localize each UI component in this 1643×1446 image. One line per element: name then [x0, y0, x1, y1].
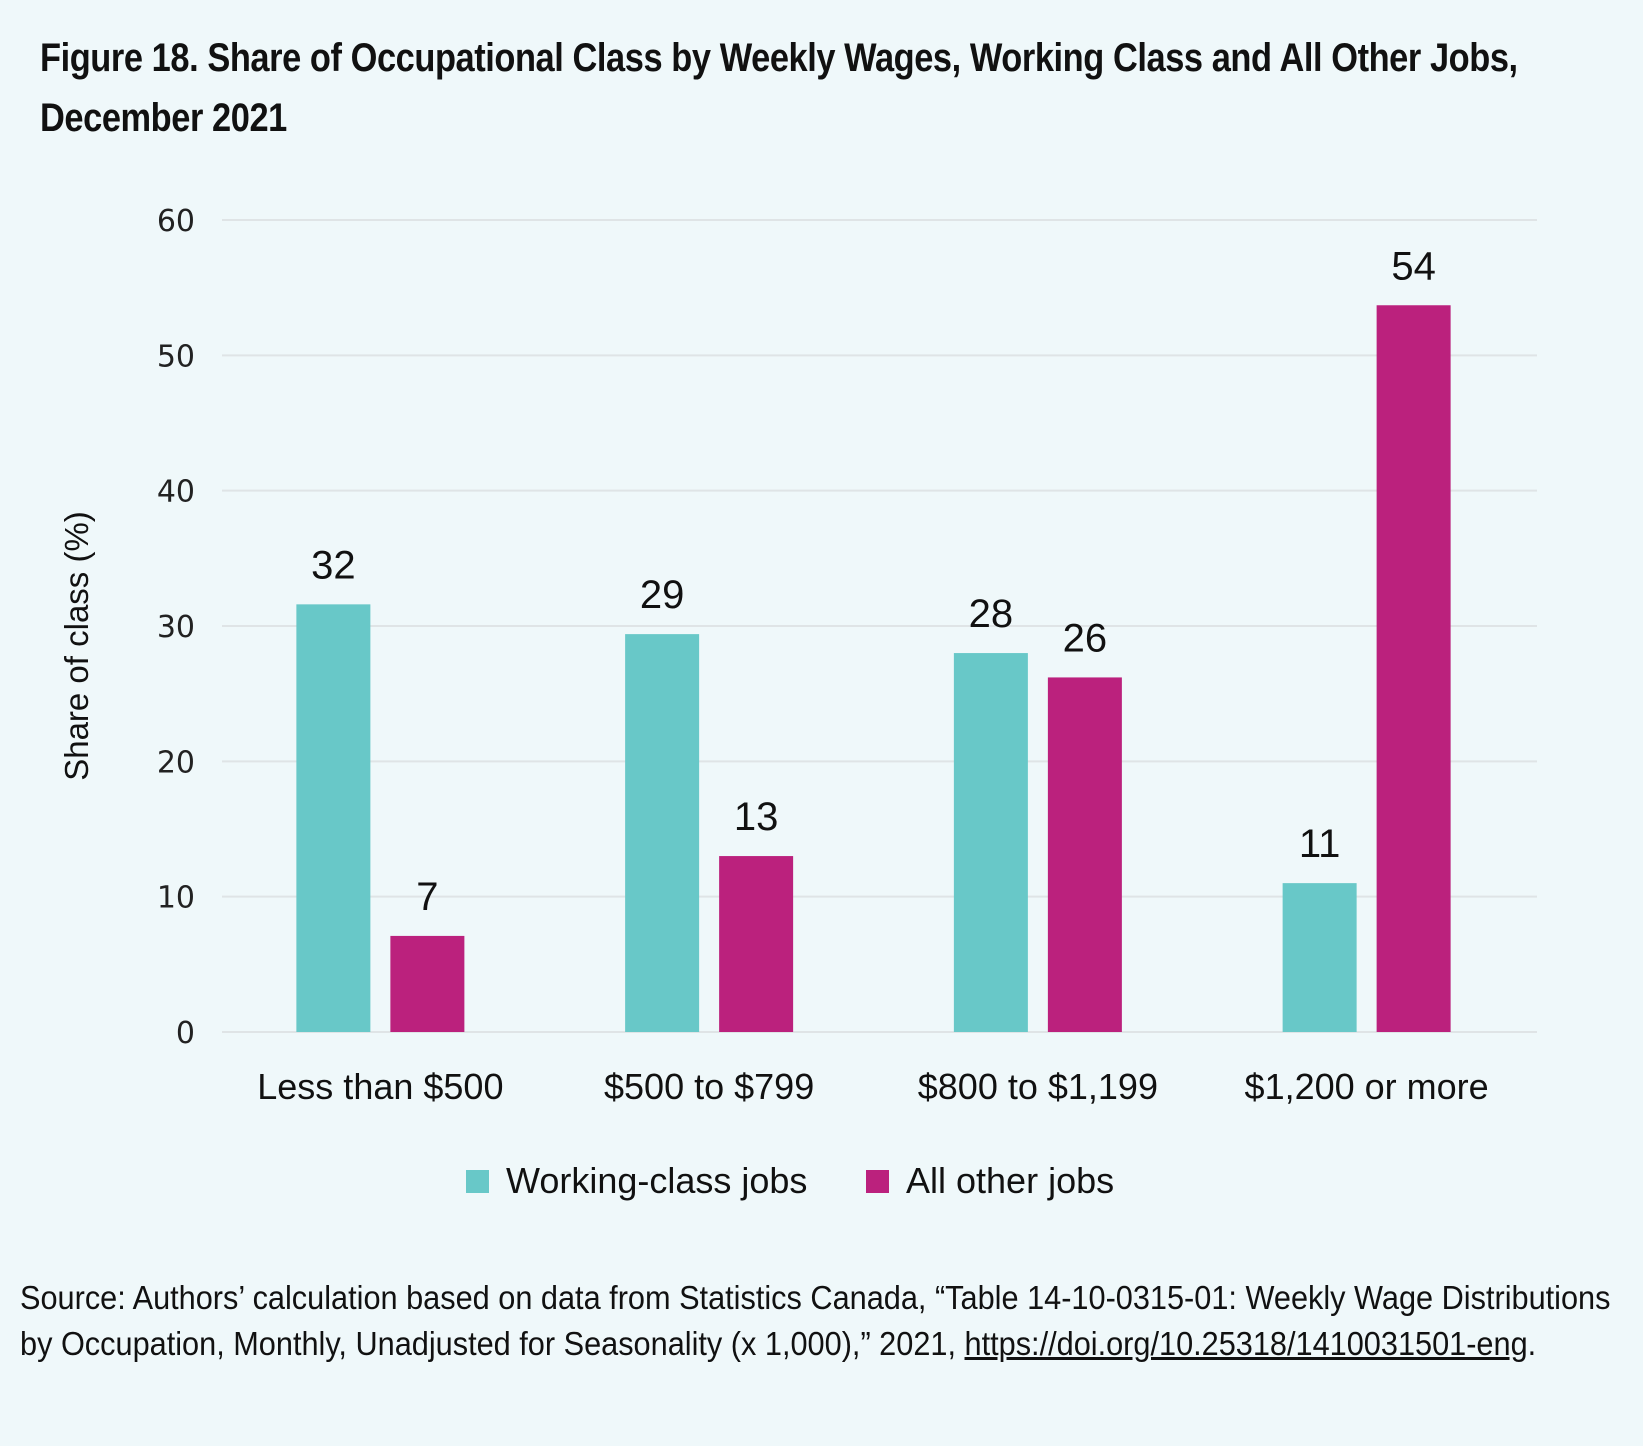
y-tick-label: 50	[157, 339, 195, 374]
bars	[296, 305, 1451, 1032]
data-label: 54	[1391, 244, 1436, 288]
bar-all-other-2	[1047, 677, 1122, 1032]
data-label: 32	[311, 543, 356, 587]
x-category-label: $500 to $799	[604, 1066, 814, 1107]
legend-swatch	[466, 1170, 489, 1193]
source-trailing: .	[1527, 1325, 1537, 1362]
bar-all-other-1	[719, 856, 794, 1032]
x-category-label: Less than $500	[257, 1066, 503, 1107]
bar-working-class-1	[625, 634, 700, 1032]
data-label: 28	[969, 592, 1014, 636]
source-link[interactable]: https://doi.org/10.25318/1410031501-eng	[964, 1325, 1528, 1362]
data-label: 7	[416, 875, 438, 919]
chart-title: Figure 18. Share of Occupational Class b…	[40, 36, 1518, 140]
data-label: 11	[1299, 822, 1341, 866]
x-category-label: $800 to $1,199	[918, 1066, 1158, 1107]
y-tick-label: 40	[157, 475, 195, 510]
y-axis-ticks: 0 10 20 30 40 50 60	[157, 204, 195, 1051]
y-tick-label: 0	[176, 1016, 195, 1051]
y-axis-label: Share of class (%)	[58, 511, 95, 781]
data-label: 13	[734, 795, 779, 839]
y-tick-label: 30	[157, 610, 195, 645]
bar-all-other-0	[390, 935, 465, 1032]
x-category-label: $1,200 or more	[1245, 1066, 1489, 1107]
legend-swatch	[866, 1170, 889, 1193]
bar-working-class-0	[296, 604, 371, 1032]
legend-label: Working-class jobs	[506, 1160, 807, 1201]
data-label: 26	[1063, 616, 1108, 660]
y-tick-label: 60	[157, 204, 195, 239]
y-tick-label: 10	[157, 881, 195, 916]
bar-all-other-3	[1376, 305, 1451, 1032]
data-labels: 32 7 29 13 28 26 11 54	[311, 244, 1436, 919]
x-axis-categories: Less than $500 $500 to $799 $800 to $1,199…	[257, 1066, 1488, 1107]
bar-working-class-2	[953, 653, 1028, 1032]
y-tick-label: 20	[157, 745, 195, 780]
source-note: Source: Authors’ calculation based on da…	[20, 1275, 1643, 1367]
legend: Working-class jobs All other jobs	[466, 1160, 1114, 1201]
source-text: Source: Authors’ calculation based on da…	[20, 1279, 1611, 1362]
data-label: 29	[640, 573, 685, 617]
bar-working-class-3	[1282, 883, 1357, 1032]
legend-label: All other jobs	[906, 1160, 1114, 1201]
